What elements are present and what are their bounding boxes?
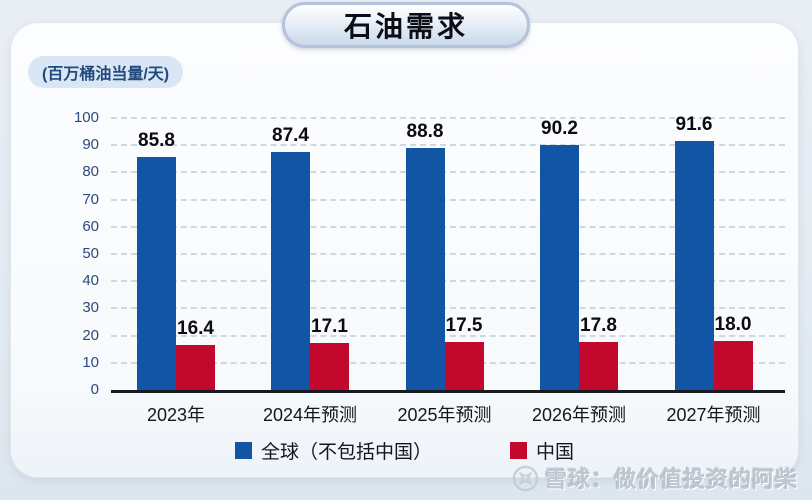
china-bar-2027年预测 (713, 341, 753, 390)
value-label-中国-2026年预测: 17.8 (580, 314, 617, 336)
china-bar-2023年 (176, 345, 215, 390)
value-label-全球（不包括中国）-2025年预测: 88.8 (406, 121, 444, 143)
gridline-60 (111, 225, 785, 228)
x-axis-label-2025年预测: 2025年预测 (397, 405, 492, 425)
value-label-全球（不包括中国）-2024年预测: 87.4 (272, 125, 309, 147)
chart-title: 石油需求 (282, 2, 530, 48)
chart-card: (百万桶油当量/天) 0 10 20 30 40 50 60 70 80 90 100 85.8 16.… (10, 22, 799, 478)
legend-swatch-icon (234, 442, 252, 459)
y-axis-tick-60: 60 (82, 217, 99, 235)
y-axis-tick-70: 70 (82, 190, 99, 208)
x-axis-label-2023年: 2023年 (146, 405, 206, 425)
y-axis-tick-40: 40 (82, 272, 99, 290)
value-label-全球（不包括中国）-2027年预测: 91.6 (675, 113, 713, 135)
chart-legend: 全球（不包括中国） 中国 (11, 437, 798, 464)
bar-chart: 0 10 20 30 40 50 60 70 80 90 100 85.8 16.4 2023年 87.4 1… (11, 23, 798, 477)
value-label-全球（不包括中国）-2023年: 85.8 (138, 129, 175, 151)
y-axis-unit-label: (百万桶油当量/天) (28, 56, 184, 88)
legend-item-china: 中国 (510, 437, 574, 464)
china-bar-2026年预测 (579, 341, 618, 390)
gridline-80 (111, 171, 785, 174)
xueqiu-logo-icon (512, 465, 539, 491)
gridline-30 (111, 307, 785, 310)
global-bar-2027年预测 (674, 140, 714, 390)
y-axis-tick-80: 80 (82, 163, 99, 181)
legend-label: 中国 (536, 442, 575, 463)
china-bar-2024年预测 (310, 343, 349, 390)
y-axis-tick-100: 100 (73, 109, 99, 126)
global-bar-2023年 (137, 156, 176, 390)
legend-swatch-icon (510, 442, 527, 459)
y-axis-tick-0: 0 (90, 381, 99, 398)
legend-label: 全球（不包括中国） (260, 442, 432, 463)
gridline-100 (111, 117, 785, 119)
value-label-中国-2027年预测: 18.0 (714, 314, 752, 336)
gridline-90 (111, 144, 785, 147)
value-label-中国-2025年预测: 17.5 (445, 315, 483, 337)
china-bar-2025年预测 (444, 342, 484, 390)
y-axis-tick-90: 90 (82, 136, 99, 154)
x-axis-line (111, 390, 785, 393)
gridline-50 (111, 253, 785, 255)
value-label-全球（不包括中国）-2026年预测: 90.2 (541, 117, 578, 139)
gridline-40 (111, 280, 785, 283)
watermark: 雪球：做价值投资的阿柴 (512, 462, 798, 494)
global-bar-2026年预测 (540, 144, 579, 390)
y-axis-tick-10: 10 (82, 353, 99, 371)
global-bar-2024年预测 (271, 152, 310, 390)
gridline-70 (111, 198, 785, 201)
value-label-中国-2023年: 16.4 (177, 318, 214, 340)
global-bar-2025年预测 (405, 148, 445, 390)
y-axis-tick-50: 50 (82, 245, 99, 262)
y-axis-tick-20: 20 (82, 326, 99, 344)
x-axis-label-2024年预测: 2024年预测 (262, 405, 358, 425)
legend-item-global: 全球（不包括中国） (234, 437, 432, 464)
value-label-中国-2024年预测: 17.1 (311, 316, 348, 338)
watermark-text: 雪球：做价值投资的阿柴 (544, 467, 798, 492)
y-axis-tick-30: 30 (82, 299, 99, 317)
gridline-20 (111, 334, 785, 337)
x-axis-label-2026年预测: 2026年预测 (531, 405, 627, 425)
x-axis-label-2027年预测: 2027年预测 (666, 405, 761, 425)
